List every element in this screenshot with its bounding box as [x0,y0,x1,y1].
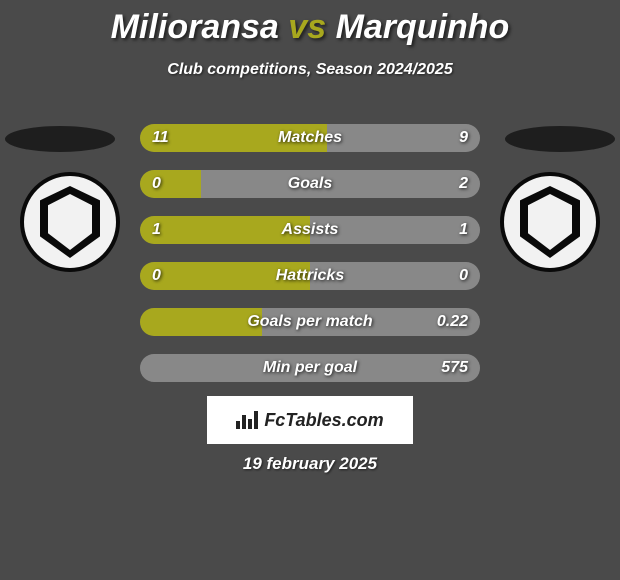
stat-label: Goals per match [140,308,480,336]
comparison-title: Milioransa vs Marquinho [0,0,620,47]
stat-row: Goals0 2 [140,170,480,198]
player2-name: Marquinho [336,8,510,46]
stat-row: Min per goal575 [140,354,480,382]
stat-label: Min per goal [140,354,480,382]
shield-icon [40,186,100,258]
stat-value-left: 0 [152,170,161,198]
brand-badge: FcTables.com [207,396,413,444]
stat-value-left: 11 [152,124,169,152]
club-badge-right [500,172,600,272]
shield-icon [520,186,580,258]
stat-row: Matches11 9 [140,124,480,152]
stat-value-right: 9 [459,124,468,152]
stat-value-right: 0.22 [437,308,468,336]
stat-row: Goals per match0.22 [140,308,480,336]
player1-name: Milioransa [111,8,279,46]
date-text: 19 february 2025 [0,454,620,474]
stat-value-right: 0 [459,262,468,290]
shadow-ellipse-left [5,126,115,152]
vs-text: vs [288,8,326,46]
stat-value-right: 1 [459,216,468,244]
stat-label: Goals [140,170,480,198]
stat-value-right: 2 [459,170,468,198]
stat-row: Hattricks0 0 [140,262,480,290]
club-badge-left [20,172,120,272]
barchart-icon [236,411,258,429]
stat-value-right: 575 [441,354,468,382]
subtitle: Club competitions, Season 2024/2025 [0,61,620,79]
stat-value-left: 1 [152,216,161,244]
stat-value-left: 0 [152,262,161,290]
stat-row: Assists1 1 [140,216,480,244]
stat-label: Matches [140,124,480,152]
stat-label: Hattricks [140,262,480,290]
shadow-ellipse-right [505,126,615,152]
brand-text: FcTables.com [264,410,383,431]
stat-bars-container: Matches119Goals02Assists11Hattricks00Goa… [140,124,480,382]
stat-label: Assists [140,216,480,244]
